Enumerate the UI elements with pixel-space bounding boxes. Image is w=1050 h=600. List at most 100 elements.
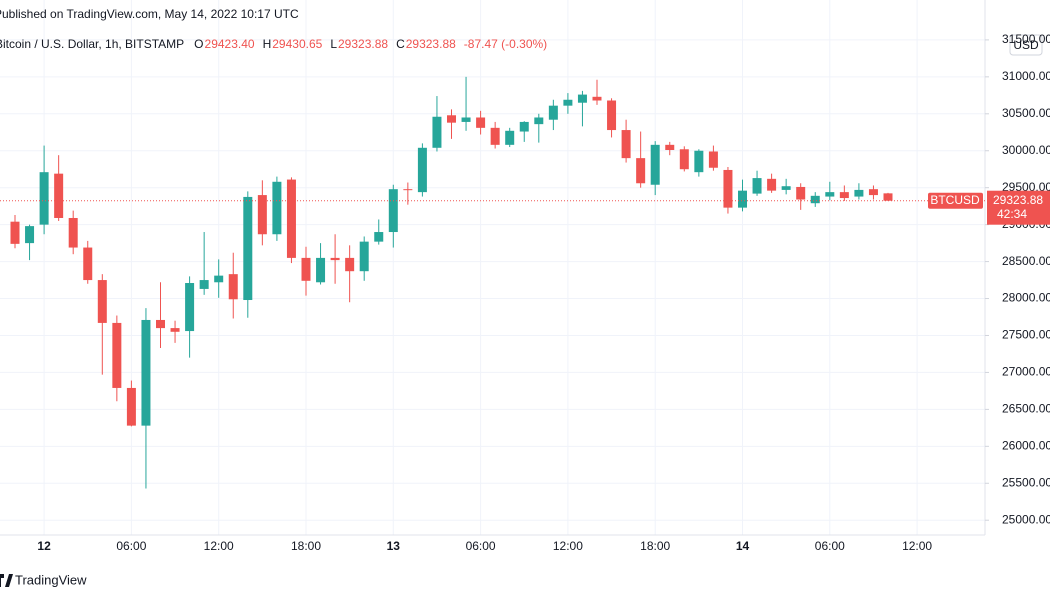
- candle-body: [781, 186, 791, 190]
- candle-body: [126, 387, 136, 426]
- y-tick-label: 28000.00: [1002, 291, 1050, 305]
- countdown-label: 42:34: [997, 207, 1027, 221]
- y-tick-label: 25000.00: [1002, 512, 1050, 526]
- candle-body: [170, 328, 180, 332]
- symbol-tag: [928, 192, 983, 209]
- candle-body: [286, 179, 296, 258]
- candle-body: [723, 169, 733, 208]
- currency-label[interactable]: USD: [1013, 38, 1039, 52]
- symbol-tag-label: BTCUSD: [930, 193, 980, 207]
- candle-body: [476, 117, 486, 128]
- candle-body: [505, 130, 515, 145]
- candle-body: [432, 116, 442, 148]
- x-tick-label: 13: [387, 539, 401, 553]
- candle-body: [490, 127, 500, 145]
- candle-body: [883, 193, 893, 201]
- x-tick-label: 12:00: [553, 539, 583, 553]
- candle-body: [577, 94, 587, 103]
- candle-body: [185, 283, 195, 332]
- brand-name: TradingView: [15, 572, 87, 587]
- y-tick-label: 31500.00: [1002, 32, 1050, 46]
- candle-body: [679, 149, 689, 170]
- candle-body: [359, 241, 369, 272]
- y-tick-label: 30000.00: [1002, 143, 1050, 157]
- legend-label: O: [194, 37, 203, 51]
- candle-body: [25, 226, 35, 244]
- candle-body: [345, 257, 355, 272]
- candle-body: [316, 257, 326, 283]
- candle-body: [752, 178, 762, 194]
- candle-body: [708, 151, 718, 168]
- legend-value: 29323.88: [406, 37, 456, 51]
- candle-body: [767, 178, 777, 191]
- candle-body: [839, 192, 849, 199]
- candle-body: [272, 181, 282, 235]
- candle-body: [548, 105, 558, 120]
- candle-body: [665, 144, 675, 151]
- candle-body: [563, 99, 573, 106]
- candle-body: [868, 189, 878, 196]
- candle-body: [257, 195, 267, 235]
- x-tick-label: 06:00: [466, 539, 496, 553]
- x-tick-label: 14: [736, 539, 750, 553]
- candle-body: [301, 257, 311, 281]
- y-tick-label: 26000.00: [1002, 438, 1050, 452]
- legend-value: 29323.88: [338, 37, 388, 51]
- y-tick-label: 27500.00: [1002, 328, 1050, 342]
- y-tick-label: 29500.00: [1002, 180, 1050, 194]
- candle-body: [519, 121, 529, 132]
- candle-body: [68, 217, 78, 248]
- candle-body: [810, 195, 820, 204]
- candle-body: [621, 130, 631, 159]
- candles: [10, 76, 893, 489]
- brand: TradingView: [0, 572, 87, 587]
- currency-box[interactable]: [1009, 34, 1043, 56]
- candle-body: [534, 117, 544, 125]
- x-tick-label: 12: [37, 539, 51, 553]
- last-price-label: 29323.88: [993, 193, 1043, 207]
- x-tick-label: 18:00: [291, 539, 321, 553]
- candle-body: [796, 186, 806, 200]
- y-tick-label: 31000.00: [1002, 69, 1050, 83]
- candle-body: [228, 274, 238, 300]
- candle-body: [417, 147, 427, 193]
- candle-body: [650, 144, 660, 185]
- last-price-tag: [987, 190, 1050, 225]
- candle-body: [214, 275, 224, 283]
- candle-body: [54, 173, 64, 218]
- candle-body: [243, 196, 253, 301]
- candle-body: [141, 319, 151, 426]
- legend-label: C: [396, 37, 405, 51]
- x-tick-label: 06:00: [116, 539, 146, 553]
- legend-value: 29423.40: [205, 37, 255, 51]
- candle-body: [447, 115, 456, 123]
- legend-value: 29430.65: [272, 37, 322, 51]
- y-tick-label: 28500.00: [1002, 254, 1050, 268]
- y-tick-label: 27000.00: [1002, 365, 1050, 379]
- legend-label: H: [263, 37, 272, 51]
- ohlc-legend: O 29423.40 H 29430.65 L 29323.88 C 29323.88 -87.…: [194, 37, 547, 51]
- candle-body: [112, 322, 122, 388]
- candle-body: [83, 247, 93, 281]
- y-tick-label: 26500.00: [1002, 402, 1050, 416]
- x-tick-label: 06:00: [815, 539, 845, 553]
- symbol-title: Bitcoin / U.S. Dollar, 1h, BITSTAMP: [0, 37, 184, 51]
- legend-label: L: [330, 37, 337, 51]
- x-tick-label: 18:00: [640, 539, 670, 553]
- candle-body: [374, 232, 384, 242]
- x-tick-label: 12:00: [204, 539, 234, 553]
- candle-body: [199, 280, 209, 289]
- candle-body: [636, 158, 646, 184]
- candle-body: [330, 257, 340, 261]
- candle-body: [461, 117, 471, 122]
- candle-body: [97, 280, 107, 323]
- candle-body: [854, 189, 864, 197]
- candle-body: [403, 189, 413, 191]
- candle-body: [592, 96, 602, 101]
- y-tick-label: 30500.00: [1002, 106, 1050, 120]
- published-note: Published on TradingView.com, May 14, 20…: [0, 7, 299, 21]
- candle-body: [694, 150, 704, 173]
- x-tick-label: 12:00: [902, 539, 932, 553]
- y-tick-label: 25500.00: [1002, 475, 1050, 489]
